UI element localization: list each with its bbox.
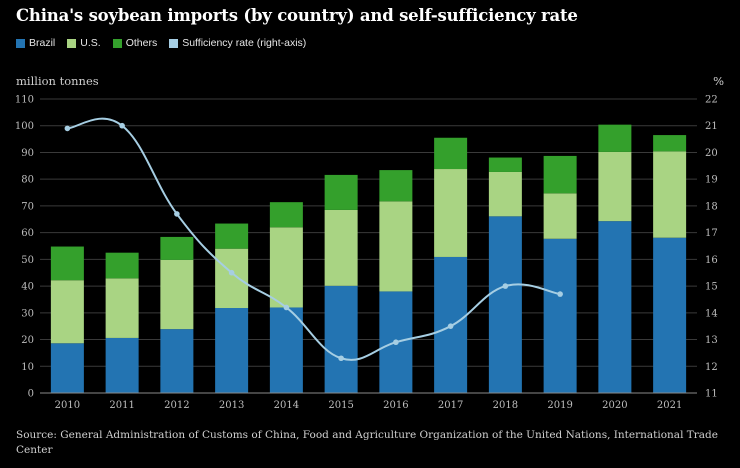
legend-label-brazil: Brazil <box>29 37 56 49</box>
y-tick-label: 0 <box>28 389 34 400</box>
bar-us-2013 <box>215 248 249 309</box>
sufficiency-rate-point-2015 <box>338 355 344 362</box>
y2-tick-label: 12 <box>705 362 718 373</box>
bar-us-2010 <box>50 280 84 344</box>
bar-brazil-2019 <box>543 238 577 393</box>
bar-us-2016 <box>379 201 413 292</box>
legend-item-rate: Sufficiency rate (right-axis) <box>169 37 306 49</box>
sufficiency-rate-point-2013 <box>228 269 235 276</box>
bar-us-2018 <box>488 171 522 217</box>
bar-us-2020 <box>598 151 632 222</box>
sufficiency-rate-point-2017 <box>447 323 454 329</box>
y2-tick-label: 15 <box>705 282 718 293</box>
chart-title: China's soybean imports (by country) and… <box>16 6 578 25</box>
bar-others-2013 <box>215 223 249 249</box>
y-tick-label: 100 <box>15 121 34 132</box>
y-tick-label: 110 <box>15 95 34 106</box>
bar-brazil-2013 <box>215 308 249 393</box>
bar-others-2019 <box>543 155 577 194</box>
sufficiency-rate-point-2010 <box>64 125 71 132</box>
bar-brazil-2012 <box>160 329 194 393</box>
x-tick-label: 2020 <box>602 400 627 411</box>
bar-us-2017 <box>434 169 468 257</box>
bar-brazil-2010 <box>50 343 84 393</box>
legend-swatch-brazil <box>16 38 25 48</box>
y2-tick-label: 20 <box>705 148 718 159</box>
sufficiency-rate-point-2019 <box>557 291 563 297</box>
legend-swatch-others <box>112 38 122 48</box>
bar-others-2011 <box>105 252 139 279</box>
y2-tick-label: 11 <box>705 389 718 400</box>
y-tick-label: 60 <box>21 228 34 239</box>
y2-tick-label: 14 <box>705 308 718 319</box>
y2-tick-label: 17 <box>705 228 718 239</box>
legend-item-brazil: Brazil <box>16 37 55 49</box>
sufficiency-rate-point-2012 <box>174 211 180 217</box>
bar-us-2019 <box>543 193 577 239</box>
sufficiency-rate-point-2018 <box>502 283 509 289</box>
x-tick-label: 2018 <box>493 400 518 411</box>
bar-others-2016 <box>379 170 413 202</box>
x-tick-label: 2017 <box>438 400 463 411</box>
bar-us-2011 <box>105 278 139 338</box>
bar-us-2014 <box>269 227 303 308</box>
x-tick-label: 2013 <box>219 400 244 411</box>
y2-tick-label: 21 <box>705 121 718 132</box>
bar-us-2021 <box>653 151 687 238</box>
bar-brazil-2018 <box>488 216 522 393</box>
y2-tick-label: 19 <box>705 175 718 186</box>
x-tick-label: 2019 <box>547 400 572 411</box>
y-tick-label: 90 <box>21 148 34 159</box>
bar-others-2010 <box>50 246 84 281</box>
x-tick-label: 2016 <box>383 400 408 411</box>
legend-item-us: U.S. <box>67 37 101 49</box>
sufficiency-rate-point-2011 <box>119 122 125 129</box>
y-tick-label: 10 <box>21 362 34 373</box>
legend-swatch-rate <box>169 38 179 48</box>
legend-label-others: Others <box>125 37 158 49</box>
bar-brazil-2015 <box>324 285 358 393</box>
bar-others-2020 <box>598 124 632 152</box>
y2-tick-label: 18 <box>705 201 718 212</box>
bar-others-2012 <box>160 236 194 260</box>
x-tick-label: 2011 <box>109 400 134 411</box>
bar-brazil-2014 <box>269 307 303 393</box>
legend-label-us: U.S. <box>80 37 101 49</box>
bar-us-2012 <box>160 259 194 330</box>
chart-legend: Brazil U.S. Others Sufficiency rate (rig… <box>16 37 318 49</box>
x-tick-label: 2010 <box>55 400 80 411</box>
bar-brazil-2011 <box>105 337 139 393</box>
bar-others-2015 <box>324 174 358 210</box>
legend-item-others: Others <box>112 37 158 49</box>
bar-others-2018 <box>488 157 522 172</box>
x-tick-label: 2014 <box>274 400 299 411</box>
x-tick-label: 2015 <box>328 400 353 411</box>
bar-others-2021 <box>653 135 687 152</box>
bar-others-2014 <box>269 202 303 228</box>
y2-tick-label: 13 <box>705 335 718 346</box>
sufficiency-rate-point-2014 <box>283 304 290 311</box>
y-tick-label: 20 <box>21 335 34 346</box>
y-axis-label: million tonnes <box>16 74 99 88</box>
x-tick-label: 2021 <box>657 400 682 411</box>
y2-tick-label: 16 <box>705 255 718 266</box>
y-tick-label: 80 <box>21 175 34 186</box>
y-tick-label: 30 <box>21 308 34 319</box>
y-tick-label: 50 <box>21 255 34 266</box>
sufficiency-rate-point-2016 <box>393 339 399 346</box>
sufficiency-rate-line <box>67 117 561 361</box>
legend-label-rate: Sufficiency rate (right-axis) <box>182 37 307 49</box>
bar-others-2017 <box>434 137 468 170</box>
x-tick-label: 2012 <box>164 400 189 411</box>
y2-axis-label: % <box>713 74 724 88</box>
bar-us-2015 <box>324 209 358 286</box>
y2-tick-label: 22 <box>705 95 718 106</box>
legend-swatch-us <box>67 38 77 48</box>
bar-brazil-2021 <box>653 237 687 393</box>
bar-brazil-2020 <box>598 221 632 393</box>
source-note: Source: General Administration of Custom… <box>16 429 718 456</box>
y-tick-label: 40 <box>21 282 34 293</box>
y-tick-label: 70 <box>21 201 34 212</box>
